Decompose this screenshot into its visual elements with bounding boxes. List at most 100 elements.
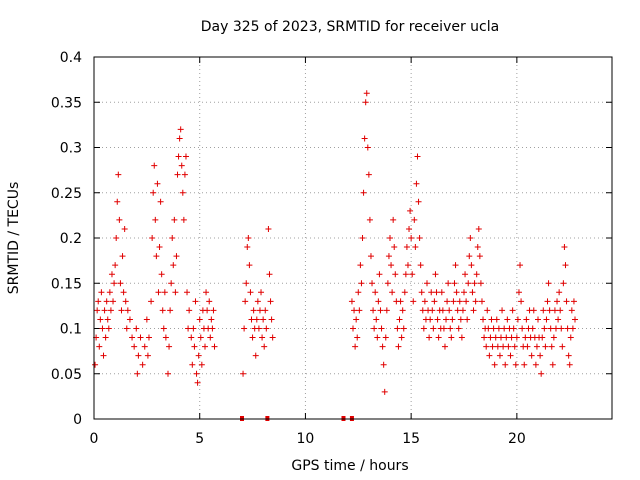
data-point [476, 253, 483, 260]
data-point [428, 289, 435, 296]
data-point [248, 316, 255, 323]
data-point [240, 370, 247, 377]
data-point [351, 307, 358, 314]
data-point [402, 271, 409, 278]
data-point [509, 307, 516, 314]
data-point [258, 289, 265, 296]
data-point [170, 262, 177, 269]
data-point [119, 253, 126, 260]
data-point [415, 198, 422, 205]
data-point [467, 235, 474, 241]
x-tick-label: 20 [508, 431, 526, 447]
data-point [256, 307, 263, 314]
data-point [98, 289, 105, 296]
data-point [182, 153, 189, 160]
data-point [191, 343, 198, 350]
data-point [510, 325, 517, 332]
data-point [259, 334, 266, 341]
data-point [107, 307, 114, 314]
data-point [241, 325, 248, 332]
data-point [152, 216, 159, 223]
data-point [569, 325, 576, 332]
data-point [375, 298, 382, 305]
data-point [518, 298, 525, 305]
data-point [470, 307, 477, 314]
data-point [562, 262, 569, 269]
data-point [395, 343, 402, 350]
data-point [159, 307, 166, 314]
data-point [572, 316, 578, 323]
data-point [350, 325, 356, 332]
data-point [180, 216, 187, 223]
data-point [524, 343, 531, 350]
data-point [176, 135, 183, 142]
data-point [554, 298, 561, 305]
y-tick-label: 0 [73, 412, 82, 428]
data-point [114, 198, 121, 205]
data-point [377, 307, 384, 314]
data-point [181, 171, 188, 178]
data-point [385, 253, 392, 260]
data-point [488, 316, 495, 323]
data-point [255, 325, 262, 332]
data-point [556, 289, 563, 296]
data-point [263, 325, 270, 332]
data-point [160, 325, 167, 332]
data-point [468, 262, 475, 269]
data-point [111, 280, 118, 287]
data-point [96, 343, 103, 350]
data-point [123, 325, 130, 332]
data-point [431, 298, 438, 305]
data-point [244, 244, 251, 251]
data-point [440, 325, 447, 332]
data-point [352, 343, 359, 350]
data-point [198, 361, 205, 368]
data-point [362, 99, 369, 106]
data-point [250, 307, 257, 314]
data-point [462, 271, 469, 278]
data-point [514, 316, 521, 323]
data-point [500, 343, 507, 350]
data-point [388, 262, 395, 269]
data-point [247, 289, 254, 296]
data-point [394, 325, 401, 332]
data-point [413, 180, 420, 187]
data-point [158, 271, 165, 278]
data-point [175, 153, 182, 160]
data-point [435, 334, 442, 341]
data-point [166, 343, 173, 350]
y-tick-label: 0.3 [60, 141, 82, 157]
data-point [444, 298, 451, 305]
data-point [173, 253, 180, 260]
data-point [496, 352, 503, 359]
data-point [185, 325, 192, 332]
data-point [124, 307, 131, 314]
data-point [424, 280, 430, 287]
data-point [391, 244, 398, 251]
data-point [202, 343, 208, 350]
data-point [101, 307, 108, 314]
y-axis-label: SRMTID / TECUs [6, 182, 22, 295]
data-point [455, 325, 462, 332]
data-point [126, 316, 133, 323]
data-point [538, 370, 545, 377]
data-point [369, 280, 376, 287]
data-point [260, 316, 267, 323]
x-tick-label: 15 [402, 431, 420, 447]
data-point [555, 316, 562, 323]
data-point [517, 262, 524, 269]
data-point [358, 280, 365, 287]
data-point [452, 262, 459, 269]
data-point [528, 352, 535, 359]
data-point [420, 325, 427, 332]
data-point [144, 352, 151, 359]
data-point [122, 298, 129, 305]
y-tick-label: 0.4 [60, 50, 82, 66]
data-point [477, 280, 484, 287]
data-point [451, 280, 458, 287]
data-point [249, 334, 256, 341]
data-point [403, 244, 410, 251]
data-point [502, 361, 509, 368]
data-point [172, 289, 179, 296]
data-point [354, 334, 361, 341]
